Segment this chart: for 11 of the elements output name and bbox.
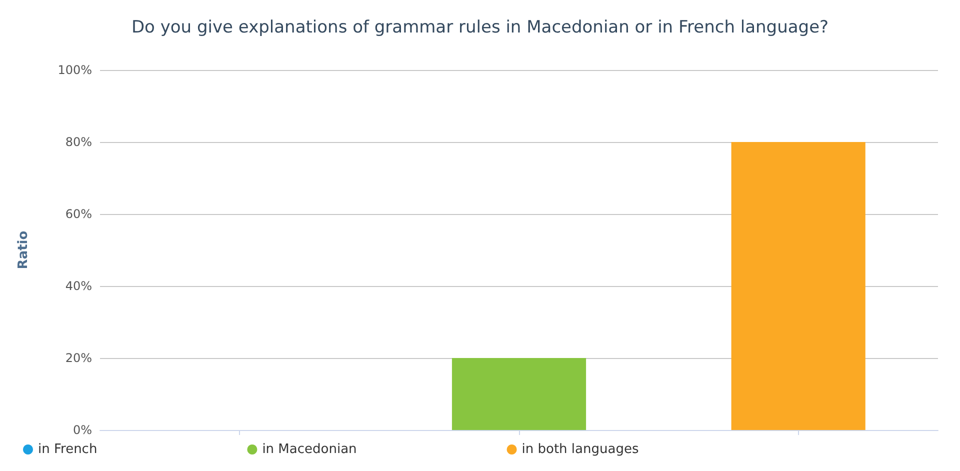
y-tick-label: 0% — [72, 423, 92, 437]
legend-label: in Macedonian — [262, 442, 357, 457]
legend-label: in French — [38, 442, 98, 457]
y-tick-label: 40% — [65, 279, 92, 293]
y-axis-title: Ratio — [16, 230, 31, 270]
y-tick-label: 100% — [58, 63, 92, 77]
y-tick-label: 60% — [65, 207, 92, 221]
chart-title: Do you give explanations of grammar rules in Macedonian or in French language? — [131, 18, 829, 38]
y-tick-label: 20% — [65, 351, 92, 365]
y-tick-label: 80% — [65, 135, 92, 149]
legend-label: in both languages — [522, 442, 639, 457]
